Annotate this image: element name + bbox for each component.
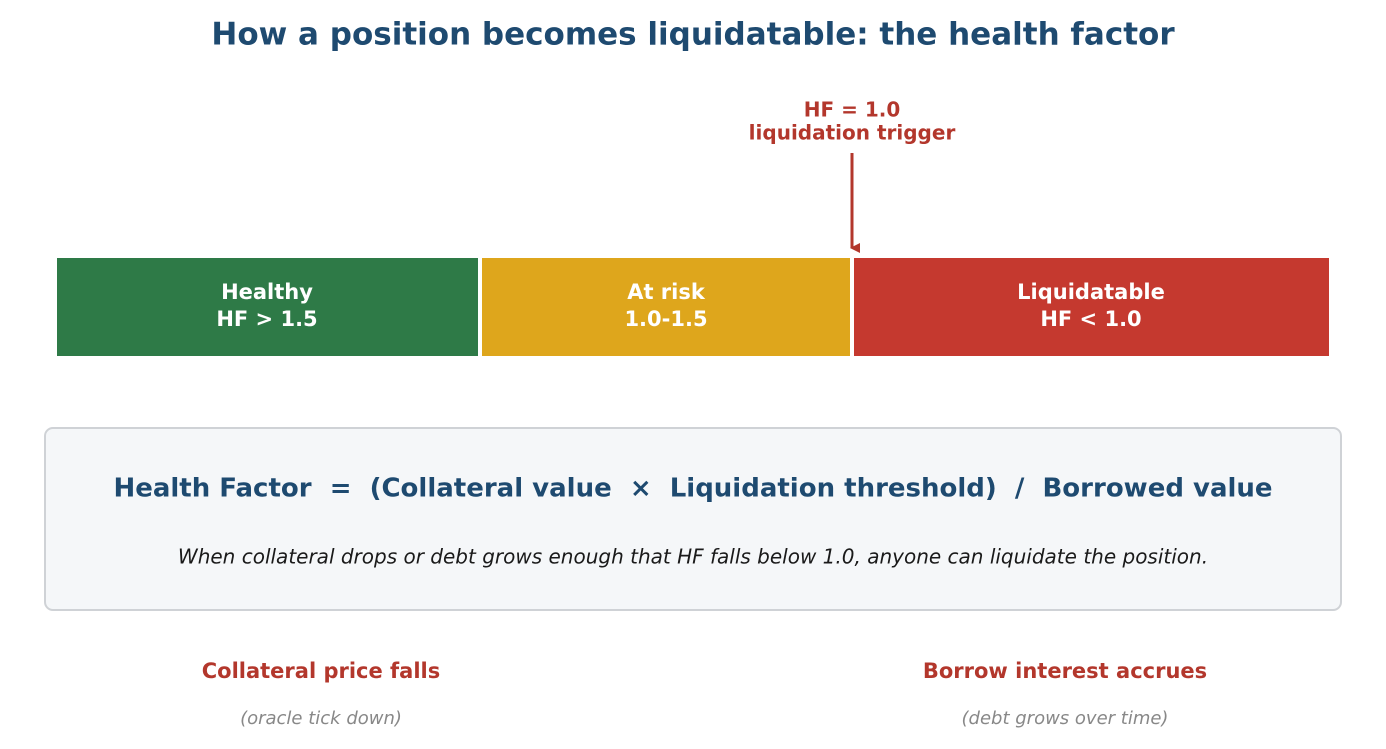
segment-label: Healthy bbox=[221, 280, 313, 304]
trigger-label: liquidation trigger bbox=[749, 121, 956, 145]
segment-healthy bbox=[57, 258, 478, 356]
title: How a position becomes liquidatable: the… bbox=[211, 17, 1175, 53]
driver-detail: (oracle tick down) bbox=[240, 708, 402, 729]
formula-note: When collateral drops or debt grows enou… bbox=[178, 545, 1208, 569]
formula-box bbox=[44, 427, 1342, 611]
segment-liquidatable bbox=[854, 258, 1329, 356]
formula: Health Factor = (Collateral value × Liqu… bbox=[113, 474, 1272, 504]
segment-range: HF > 1.5 bbox=[216, 307, 317, 331]
segment-label: Liquidatable bbox=[1017, 280, 1165, 304]
segment-range: HF < 1.0 bbox=[1040, 307, 1141, 331]
trigger-label: HF = 1.0 bbox=[804, 98, 901, 122]
segment-label: At risk bbox=[627, 280, 706, 304]
segment-range: 1.0-1.5 bbox=[624, 307, 707, 331]
driver-label: Borrow interest accrues bbox=[923, 659, 1207, 683]
driver-detail: (debt grows over time) bbox=[962, 708, 1169, 729]
driver-label: Collateral price falls bbox=[202, 659, 441, 683]
segment-at-risk bbox=[482, 258, 850, 356]
